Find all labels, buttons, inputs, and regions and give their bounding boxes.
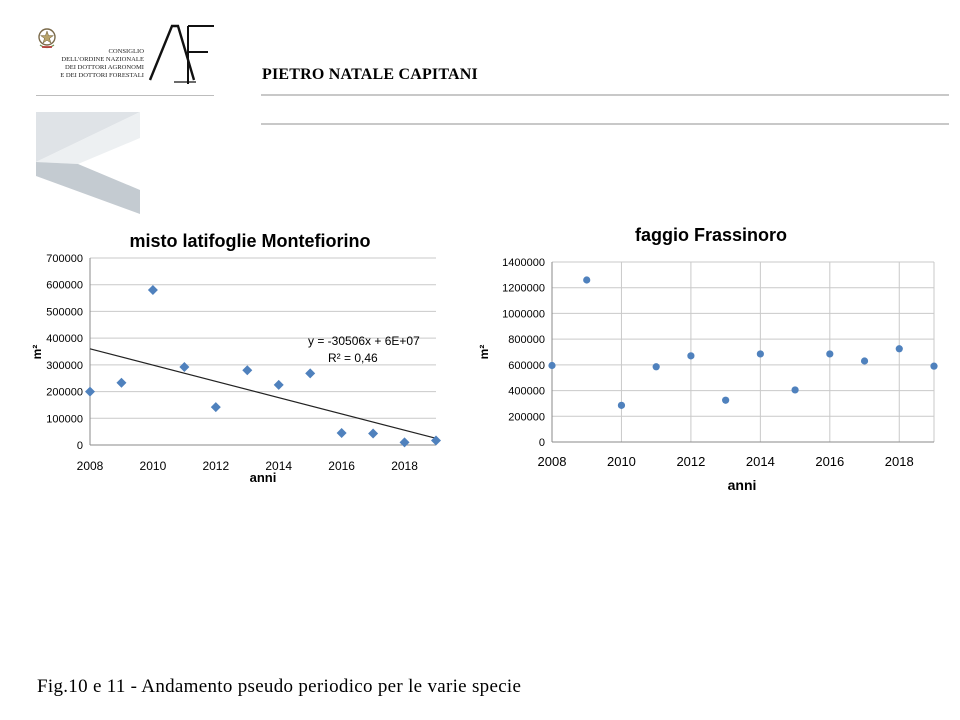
y-tick-label: 800000 <box>508 334 545 346</box>
x-tick-label: 2010 <box>140 459 167 473</box>
y-tick-label: 400000 <box>46 333 83 345</box>
data-point <box>687 352 695 360</box>
data-point <box>242 365 253 376</box>
data-point <box>305 368 316 379</box>
data-point <box>85 386 95 397</box>
data-point <box>399 437 410 448</box>
org-line: DELL'ORDINE NAZIONALE <box>61 56 144 63</box>
trendline-equation: y = -30506x + 6E+07 <box>308 334 420 348</box>
y-tick-label: 300000 <box>46 360 83 372</box>
logo-divider <box>36 95 214 96</box>
y-tick-label: 200000 <box>508 411 545 423</box>
y-tick-label: 200000 <box>46 387 83 399</box>
trendline-r-squared: R² = 0,46 <box>328 351 378 365</box>
italian-republic-emblem-icon <box>38 28 56 49</box>
org-line: E DEI DOTTORI FORESTALI <box>60 72 144 79</box>
y-tick-label: 600000 <box>508 360 545 372</box>
x-tick-label: 2012 <box>202 459 229 473</box>
y-tick-label: 0 <box>539 437 545 449</box>
y-axis-label: m² <box>477 345 491 360</box>
data-point <box>179 361 190 372</box>
header-divider <box>261 94 949 96</box>
org-name: CONSIGLIO DELL'ORDINE NAZIONALE DEI DOTT… <box>36 48 144 80</box>
x-axis-label: anni <box>250 470 277 485</box>
x-tick-label: 2018 <box>391 459 418 473</box>
data-point <box>895 345 903 353</box>
header-divider <box>261 123 949 125</box>
data-point <box>431 435 441 446</box>
y-tick-label: 1000000 <box>502 308 545 320</box>
data-point <box>722 396 730 404</box>
council-logo: CONSIGLIO DELL'ORDINE NAZIONALE DEI DOTT… <box>36 22 216 98</box>
chart-title: faggio Frassinoro <box>635 225 787 245</box>
data-point <box>791 386 799 394</box>
y-axis-label: m² <box>30 345 44 360</box>
author-name: PIETRO NATALE CAPITANI <box>262 66 478 83</box>
data-point <box>273 379 284 390</box>
y-tick-label: 600000 <box>46 280 83 292</box>
y-tick-label: 0 <box>77 440 83 452</box>
x-tick-label: 2008 <box>77 459 104 473</box>
y-tick-label: 100000 <box>46 413 83 425</box>
x-tick-label: 2012 <box>676 454 705 469</box>
x-tick-label: 2016 <box>328 459 355 473</box>
data-point <box>826 350 834 358</box>
x-axis-label: anni <box>728 477 757 493</box>
data-point <box>368 428 379 439</box>
data-point <box>548 361 556 370</box>
y-tick-label: 500000 <box>46 306 83 318</box>
data-point <box>147 285 158 296</box>
data-point <box>617 401 626 409</box>
data-point <box>210 402 221 413</box>
data-point <box>756 350 764 358</box>
org-line: DEI DOTTORI AGRONOMI <box>65 64 144 71</box>
x-tick-label: 2010 <box>607 454 636 469</box>
chart-montefiorino: misto latifoglie Montefiorino m² anni 0 1… <box>30 231 441 485</box>
x-tick-label: 2014 <box>265 459 292 473</box>
org-line: CONSIGLIO <box>108 48 144 55</box>
af-monogram-logo <box>148 24 214 84</box>
data-point <box>930 362 938 370</box>
data-point <box>336 427 347 438</box>
data-point <box>860 357 869 365</box>
data-point <box>583 276 591 284</box>
x-tick-label: 2018 <box>885 454 914 469</box>
chart-frassinoro: faggio Frassinoro m² anni 0 200000 400000 6… <box>477 225 938 493</box>
y-tick-label: 1200000 <box>502 283 545 295</box>
x-tick-label: 2014 <box>746 454 775 469</box>
data-point <box>652 363 660 371</box>
decorative-chevron-graphic <box>36 112 140 214</box>
trendline <box>89 348 437 439</box>
data-point <box>116 377 127 388</box>
chart-title: misto latifoglie Montefiorino <box>130 231 371 251</box>
x-tick-label: 2016 <box>815 454 844 469</box>
y-tick-label: 1400000 <box>502 257 545 269</box>
y-tick-label: 700000 <box>46 253 83 265</box>
x-tick-label: 2008 <box>538 454 567 469</box>
figure-caption: Fig.10 e 11 - Andamento pseudo periodico… <box>37 676 522 697</box>
y-tick-label: 400000 <box>508 386 545 398</box>
